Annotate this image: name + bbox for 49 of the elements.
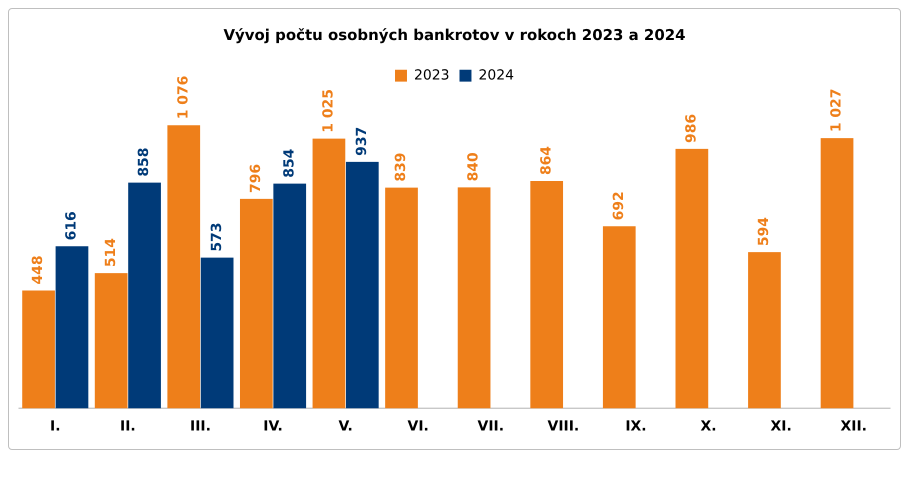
bar bbox=[22, 290, 55, 408]
bar bbox=[200, 258, 234, 408]
bar bbox=[385, 188, 418, 408]
data-label: 839 bbox=[393, 152, 410, 182]
bar bbox=[167, 125, 200, 408]
chart-title: Vývoj počtu osobných bankrotov v rokoch 2023 a 2024 bbox=[223, 26, 686, 44]
x-tick-label: III. bbox=[190, 418, 211, 434]
data-label: 854 bbox=[281, 148, 298, 178]
data-label: 1 027 bbox=[828, 88, 845, 132]
legend-label: 2023 bbox=[414, 67, 450, 84]
x-tick-label: V. bbox=[338, 418, 353, 434]
x-tick-label: VI. bbox=[408, 418, 429, 434]
data-label: 858 bbox=[136, 148, 152, 177]
data-label: 616 bbox=[64, 211, 80, 240]
x-tick-label: VII. bbox=[478, 418, 504, 434]
x-tick-label: II. bbox=[120, 418, 136, 434]
bar bbox=[748, 252, 781, 408]
x-tick-label: XI. bbox=[770, 418, 792, 434]
data-label: 594 bbox=[756, 216, 772, 246]
data-label: 796 bbox=[248, 164, 264, 193]
bar bbox=[820, 138, 854, 408]
data-label: 1 025 bbox=[320, 89, 337, 133]
bar bbox=[128, 182, 161, 408]
legend-label: 2024 bbox=[478, 67, 514, 84]
x-tick-label: IV. bbox=[263, 418, 283, 434]
bar bbox=[94, 273, 128, 408]
bar bbox=[676, 148, 708, 408]
bar bbox=[530, 181, 564, 408]
x-tick-label: VIII. bbox=[548, 418, 580, 434]
data-label: 840 bbox=[466, 152, 482, 182]
data-label: 986 bbox=[683, 114, 700, 143]
data-label: 1 076 bbox=[175, 76, 192, 120]
data-label: 692 bbox=[610, 191, 627, 220]
bar bbox=[273, 184, 306, 408]
x-tick-label: IX. bbox=[625, 418, 647, 434]
bar bbox=[240, 198, 273, 408]
x-tick-label: I. bbox=[50, 418, 61, 434]
data-label: 864 bbox=[538, 146, 554, 176]
data-label: 448 bbox=[30, 255, 46, 285]
bar bbox=[346, 162, 379, 408]
bar bbox=[56, 246, 88, 408]
x-tick-label: X. bbox=[700, 418, 717, 434]
bar bbox=[312, 138, 346, 408]
data-label: 573 bbox=[208, 222, 225, 252]
x-tick-label: XII. bbox=[840, 418, 867, 434]
data-label: 937 bbox=[354, 126, 370, 156]
bar bbox=[602, 226, 636, 408]
data-label: 514 bbox=[102, 238, 119, 268]
bar bbox=[458, 187, 490, 408]
